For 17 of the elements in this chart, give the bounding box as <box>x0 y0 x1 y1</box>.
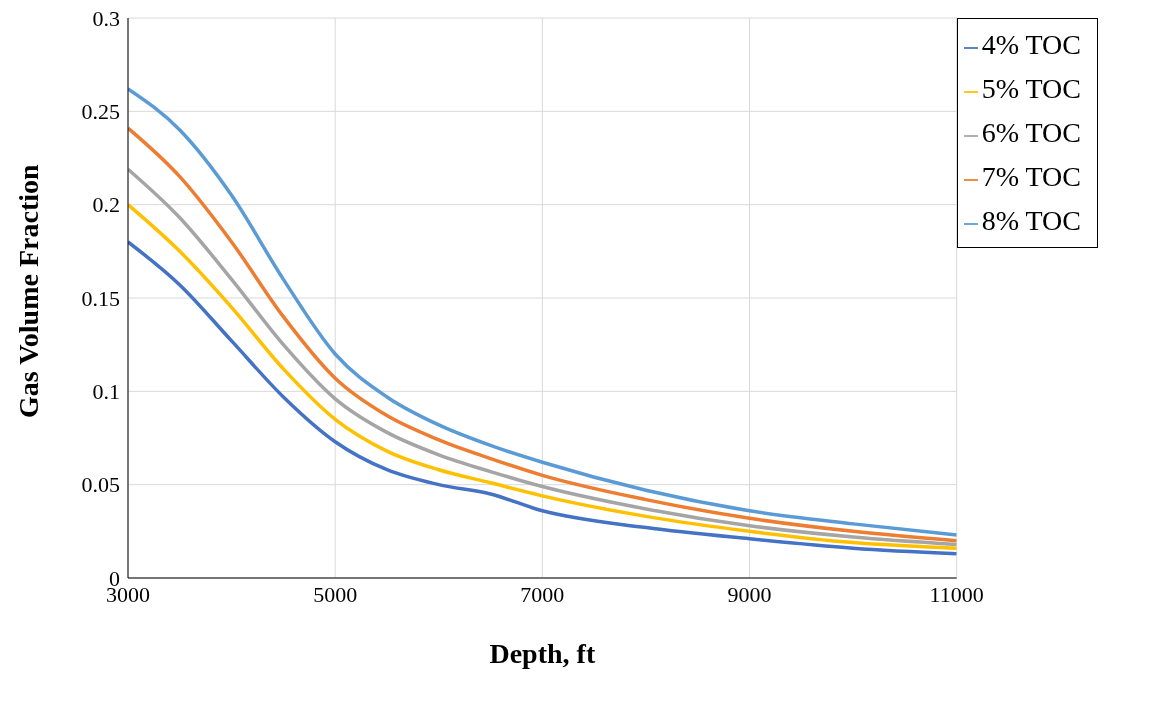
legend-label: 4% TOC <box>981 29 1081 60</box>
x-axis-title: Depth, ft <box>489 638 596 669</box>
legend-label: 8% TOC <box>981 205 1081 236</box>
x-tick-label: 9000 <box>727 581 772 607</box>
y-tick-label: 0.3 <box>92 5 120 31</box>
y-tick-label: 0.15 <box>81 285 120 311</box>
x-tick-label: 7000 <box>520 581 565 607</box>
y-axis-title: Gas Volume Fraction <box>12 164 44 418</box>
y-tick-label: 0.25 <box>81 99 120 125</box>
legend-label: 5% TOC <box>981 73 1081 104</box>
y-tick-label: 0.05 <box>81 472 120 498</box>
y-tick-label: 0.2 <box>92 192 120 218</box>
x-tick-label: 5000 <box>313 581 358 607</box>
legend-label: 6% TOC <box>981 117 1081 148</box>
y-tick-label: 0.1 <box>92 379 120 405</box>
legend-label: 7% TOC <box>981 161 1081 192</box>
x-tick-label: 11000 <box>929 581 984 607</box>
